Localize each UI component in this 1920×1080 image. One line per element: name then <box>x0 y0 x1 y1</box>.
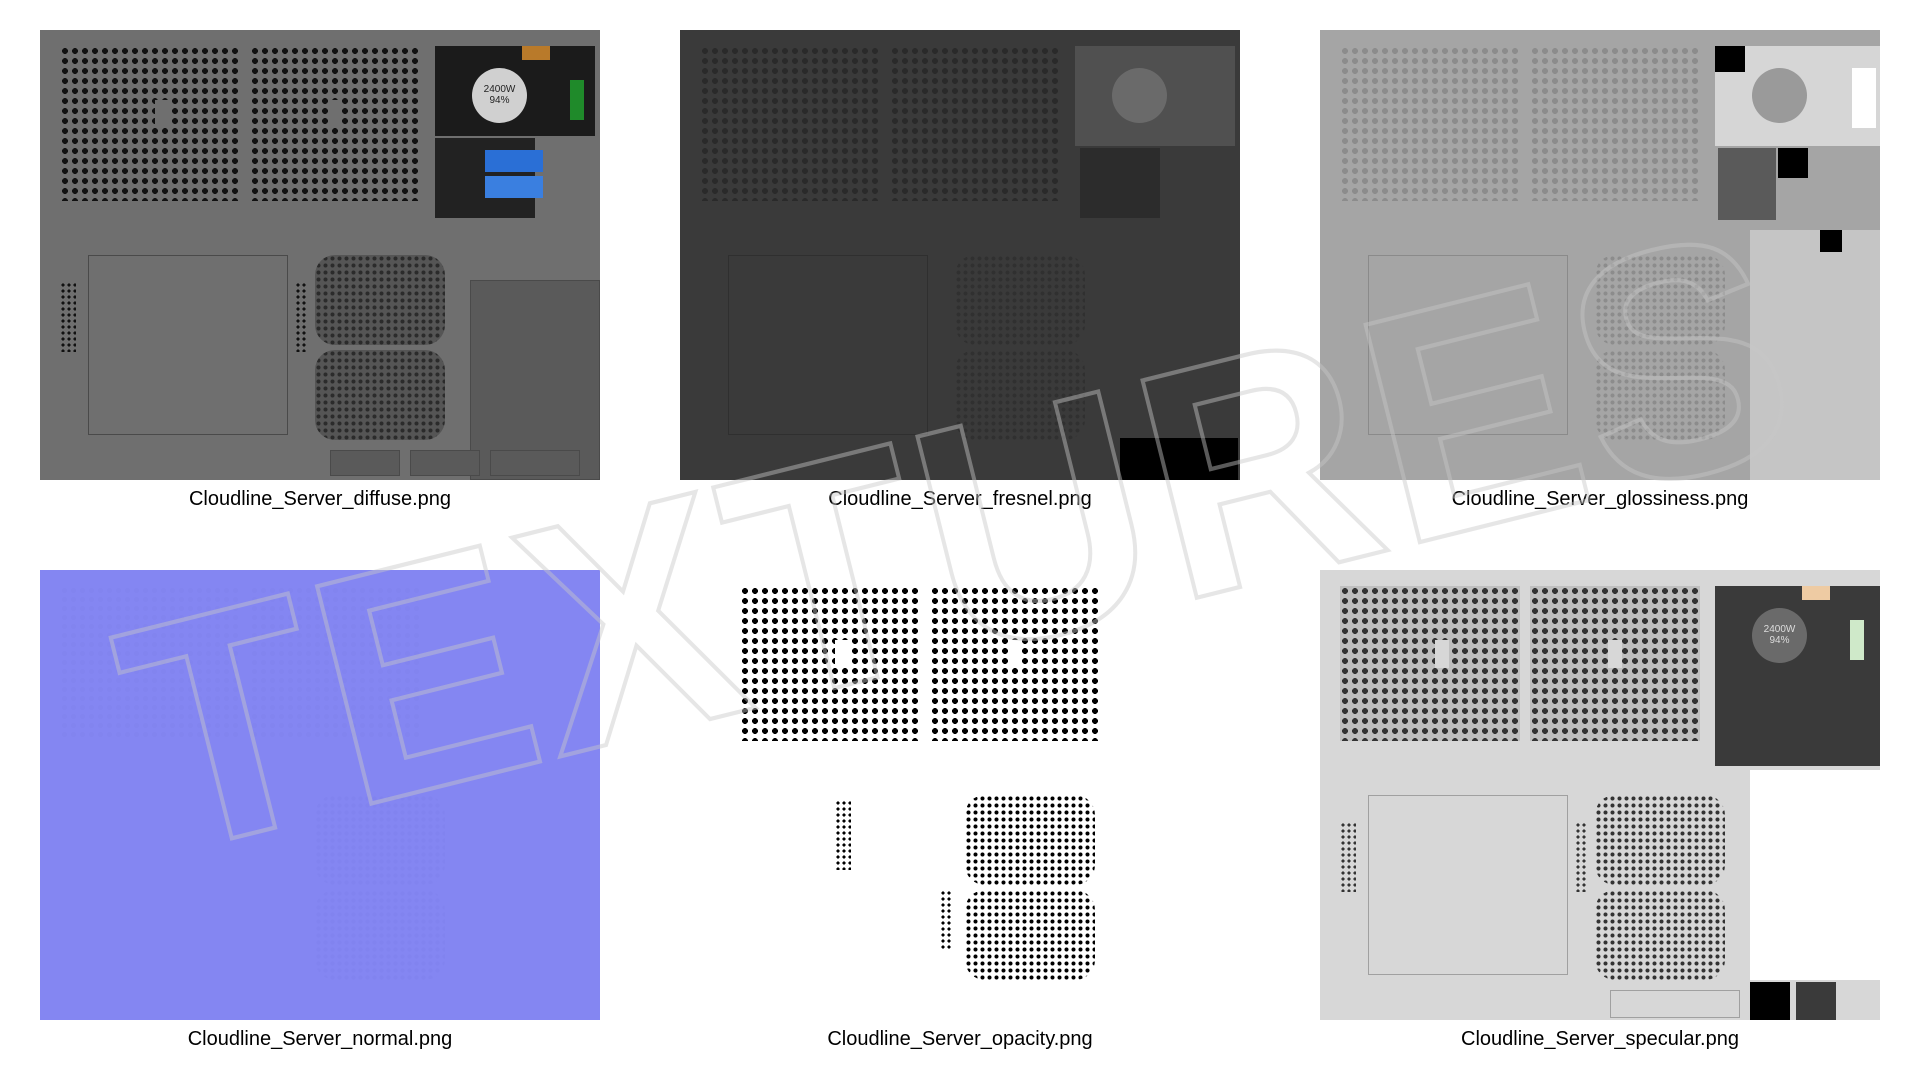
caption-normal: Cloudline_Server_normal.png <box>188 1028 453 1051</box>
hex-bot <box>1595 350 1725 440</box>
rside-white <box>1750 770 1880 980</box>
thumb-glossiness <box>1320 30 1880 480</box>
grill-left <box>1340 586 1520 741</box>
mid-dark <box>1718 148 1776 220</box>
thumb-specular: 2400W 94% <box>1320 570 1880 1020</box>
hex-top <box>1595 255 1725 345</box>
faint-1 <box>60 586 240 741</box>
big-rect <box>1368 795 1568 975</box>
psu-line1: 2400W <box>1764 624 1796 635</box>
psu-line2: 94% <box>489 95 509 106</box>
lstrip1 <box>60 282 76 352</box>
lstrip1 <box>1340 822 1356 892</box>
bottom-row <box>1610 990 1740 1018</box>
accent-blue <box>485 150 543 172</box>
cell-glossiness: Cloudline_Server_glossiness.png <box>1280 0 1920 540</box>
psu-white <box>1852 68 1876 128</box>
cutout-2 <box>328 100 342 128</box>
accent-mint <box>1850 620 1864 660</box>
bottom-dark2 <box>1796 982 1836 1020</box>
cutout-2 <box>1008 640 1022 668</box>
grill-left <box>1340 46 1520 201</box>
psu-black <box>1715 46 1745 72</box>
cutout-2 <box>1608 640 1622 668</box>
grill-left <box>60 46 240 201</box>
cutout-1 <box>155 100 169 128</box>
tiny-black <box>1820 230 1842 252</box>
psu-circle: 2400W 94% <box>1752 608 1807 663</box>
psu-circle: 2400W 94% <box>472 68 527 123</box>
thumb-fresnel <box>680 30 1240 480</box>
hex-bot <box>315 350 445 440</box>
lstrip2 <box>295 282 307 352</box>
psu-line2: 94% <box>1769 635 1789 646</box>
caption-glossiness: Cloudline_Server_glossiness.png <box>1452 488 1749 511</box>
thumb-normal <box>40 570 600 1020</box>
caption-fresnel: Cloudline_Server_fresnel.png <box>828 488 1092 511</box>
cell-diffuse: 2400W 94% Cloudline_Server_diffuse.png <box>0 0 640 540</box>
hex-top <box>965 795 1095 885</box>
rside-light <box>1750 230 1880 480</box>
faint-2 <box>250 586 420 741</box>
cell-opacity: Cloudline_Server_opacity.png <box>640 540 1280 1080</box>
bottom-dark1 <box>1750 982 1790 1020</box>
lstrip2 <box>940 890 952 950</box>
big-rect <box>728 255 928 435</box>
cutout-1 <box>1435 640 1449 668</box>
accent-orange <box>522 46 550 60</box>
mid-black <box>1778 148 1808 178</box>
psu-circle <box>1112 68 1167 123</box>
hex-top <box>315 255 445 345</box>
psu-line1: 2400W <box>484 84 516 95</box>
thumb-diffuse: 2400W 94% <box>40 30 600 480</box>
hex-top <box>955 255 1085 345</box>
faint-hex1 <box>315 795 445 885</box>
lstrip2 <box>1575 822 1587 892</box>
grill-right <box>890 46 1060 201</box>
psu-circle <box>1752 68 1807 123</box>
accent-blue-2 <box>485 176 543 198</box>
cell-specular: 2400W 94% Cloudline_Server_specular.png <box>1280 540 1920 1080</box>
cell-fresnel: Cloudline_Server_fresnel.png <box>640 0 1280 540</box>
grill-left <box>740 586 920 741</box>
caption-specular: Cloudline_Server_specular.png <box>1461 1028 1739 1051</box>
big-rect <box>88 255 288 435</box>
bottom-row <box>330 450 590 478</box>
accent-green <box>570 80 584 120</box>
hex-bot <box>955 350 1085 440</box>
hex-bot <box>965 890 1095 980</box>
grill-right <box>1530 46 1700 201</box>
hex-bot <box>1595 890 1725 980</box>
accent-peach <box>1802 586 1830 600</box>
caption-opacity: Cloudline_Server_opacity.png <box>827 1028 1092 1051</box>
texture-grid: 2400W 94% Cloudline_Server_diffuse.png <box>0 0 1920 1080</box>
mid-dark <box>1080 148 1160 218</box>
bottom-dark <box>1120 438 1238 480</box>
caption-diffuse: Cloudline_Server_diffuse.png <box>189 488 451 511</box>
lstrip1 <box>835 800 851 870</box>
cutout-1 <box>835 640 849 668</box>
thumb-opacity <box>680 570 1240 1020</box>
cell-normal: Cloudline_Server_normal.png <box>0 540 640 1080</box>
big-rect <box>1368 255 1568 435</box>
psu-block <box>1715 586 1880 766</box>
grill-left <box>700 46 880 201</box>
faint-hex2 <box>315 890 445 980</box>
hex-top <box>1595 795 1725 885</box>
